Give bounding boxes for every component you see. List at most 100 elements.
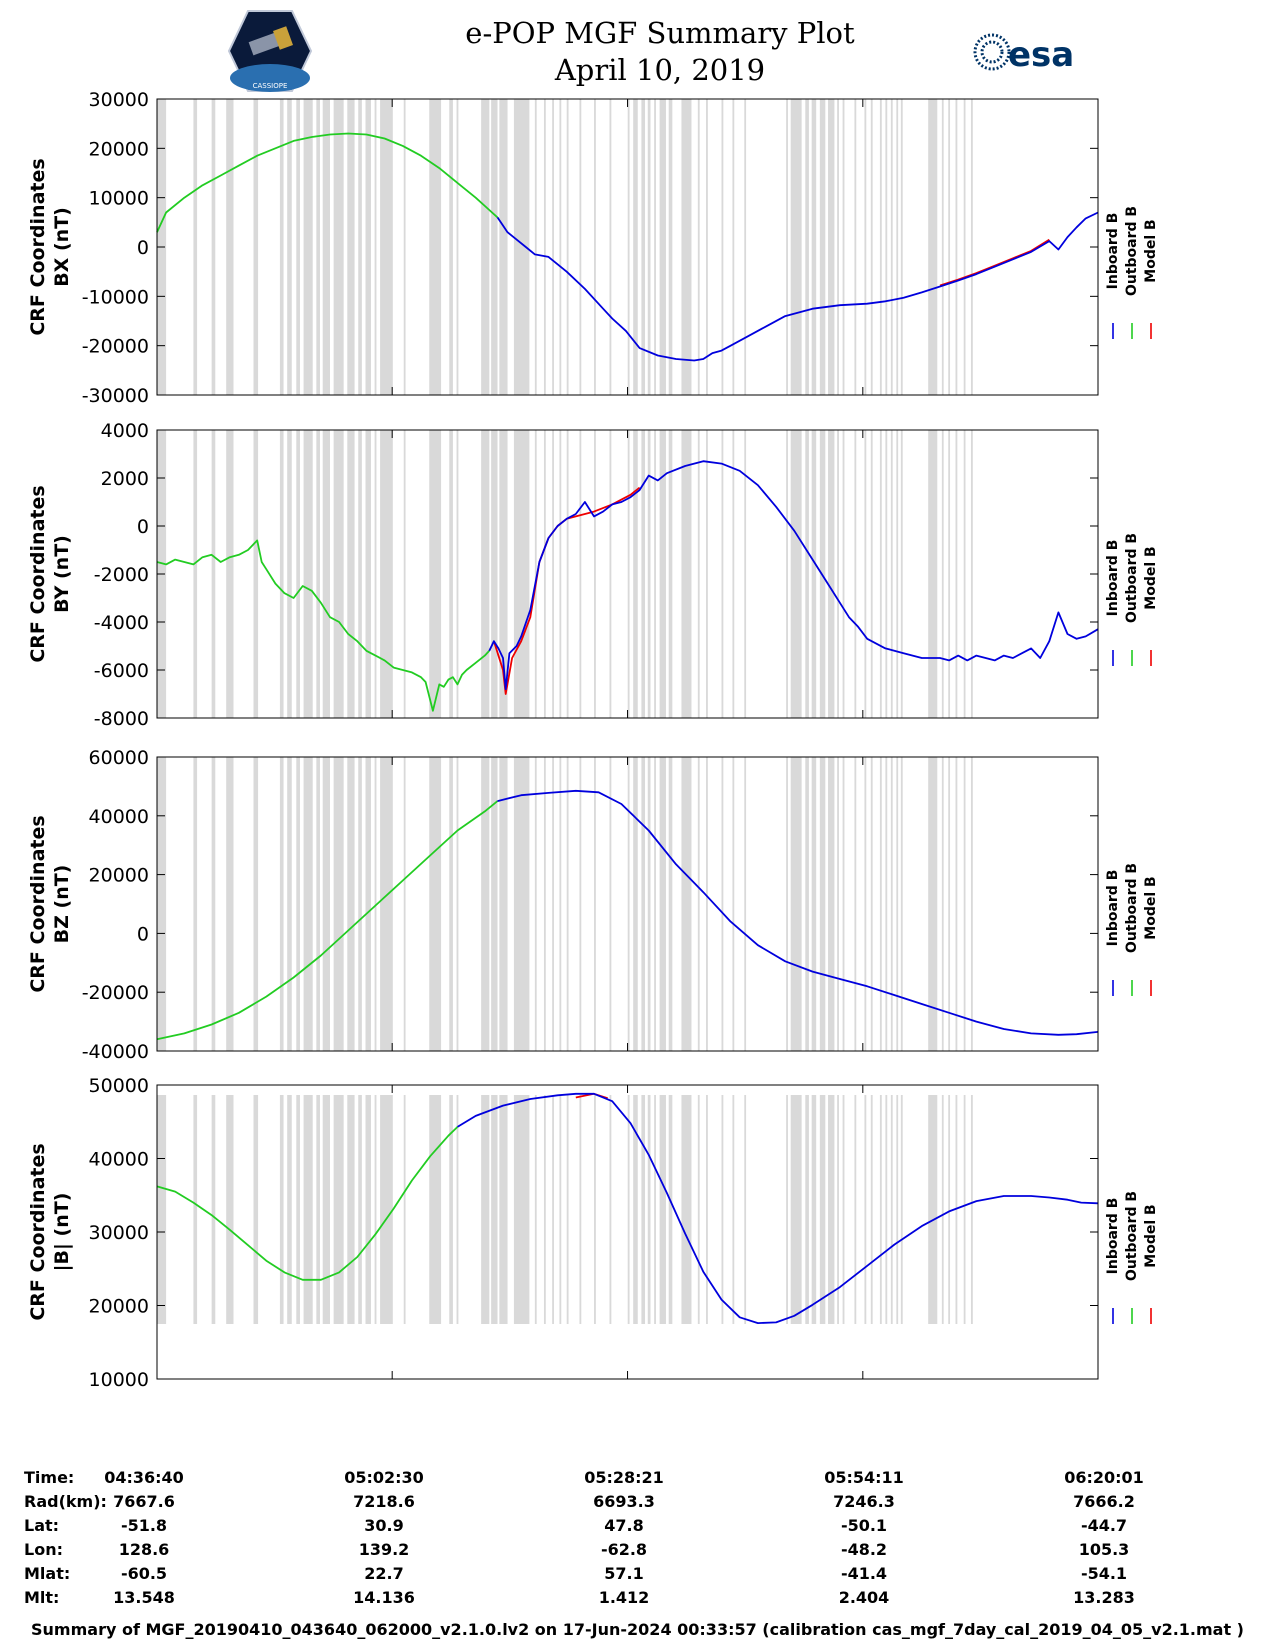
data-gap-band xyxy=(609,757,612,1051)
data-gap-band xyxy=(668,99,673,395)
legend: Inboard B Outboard B Model B xyxy=(1105,206,1159,339)
info-value: 13.548 xyxy=(113,1588,175,1607)
data-gap-band xyxy=(790,99,802,395)
data-gap-band xyxy=(879,99,882,395)
y-axis-label: CRF Coordinates BX (nT) xyxy=(27,158,73,335)
data-gap-band xyxy=(721,1095,724,1324)
data-gap-band xyxy=(697,99,700,395)
chart-panel-3: -40000 -20000 0 20000 40000 60000 CRF Coordina… xyxy=(27,747,1159,1063)
data-gap-band xyxy=(429,430,442,718)
data-gap-band xyxy=(552,430,554,718)
data-gap-band xyxy=(641,99,646,395)
data-gap-band xyxy=(819,757,826,1051)
data-gap-band xyxy=(955,757,958,1051)
info-value: -54.1 xyxy=(1080,1564,1128,1583)
data-gap-band xyxy=(721,99,724,395)
data-gap-band xyxy=(948,1095,951,1324)
data-gap-band xyxy=(627,1095,630,1324)
data-gap-band xyxy=(948,757,951,1051)
data-gap-band xyxy=(296,757,300,1051)
data-gap-band xyxy=(193,430,198,718)
y-axis-label-line1: CRF Coordinates xyxy=(27,1143,49,1320)
data-gap-band xyxy=(609,1095,612,1324)
data-gap-band xyxy=(732,99,735,395)
y-tick-label: -8000 xyxy=(94,708,149,730)
data-gap-band xyxy=(790,430,802,718)
info-value: 05:28:21 xyxy=(584,1468,664,1487)
y-tick-label: 60000 xyxy=(89,747,149,769)
data-gap-band xyxy=(513,430,530,718)
data-gap-band xyxy=(970,430,973,718)
data-gap-band xyxy=(627,99,630,395)
info-value: -60.5 xyxy=(120,1564,168,1583)
legend-label: Outboard B xyxy=(1124,1191,1140,1281)
chart-panel-1: -30000 -20000 -10000 0 10000 20000 30000 CRF Co… xyxy=(27,89,1159,407)
info-row: Lat: -51.8 30.9 47.8 -50.1 -44.7 xyxy=(20,1516,1260,1540)
data-gap-band xyxy=(347,1095,355,1324)
info-value: 22.7 xyxy=(364,1564,404,1583)
data-gap-band xyxy=(819,99,826,395)
info-row: Rad(km): 7667.6 7218.6 6693.3 7246.3 7666.2 xyxy=(20,1492,1260,1516)
data-gap-band xyxy=(890,430,893,718)
y-tick-label: 10000 xyxy=(89,188,149,210)
data-gap-band xyxy=(303,757,313,1051)
data-gap-band xyxy=(358,757,362,1051)
info-label: Mlt: xyxy=(24,1588,60,1607)
legend-label: Model B xyxy=(1143,876,1159,939)
data-gap-band xyxy=(890,1095,893,1324)
data-gap-band xyxy=(659,1095,666,1324)
data-gap-band xyxy=(481,1095,490,1324)
data-gap-band xyxy=(559,99,562,395)
legend-label: Model B xyxy=(1143,546,1159,609)
data-gap-band xyxy=(365,430,371,718)
data-gap-band xyxy=(885,757,888,1051)
data-gap-band xyxy=(681,1095,692,1324)
data-gap-band xyxy=(681,99,692,395)
data-gap-band xyxy=(543,99,546,395)
data-gap-band xyxy=(633,430,638,718)
legend-label: Inboard B xyxy=(1105,870,1121,947)
info-label: Time: xyxy=(24,1468,75,1487)
data-gap-band xyxy=(659,430,666,718)
data-gap-band xyxy=(534,757,537,1051)
data-gap-band xyxy=(365,99,371,395)
series-line-outboard xyxy=(156,539,490,712)
data-gap-band xyxy=(854,1095,857,1324)
data-gap-band xyxy=(552,1095,554,1324)
data-gap-band xyxy=(864,99,867,395)
data-gap-band xyxy=(654,1095,656,1324)
data-gap-band xyxy=(491,99,498,395)
y-axis-label-line2: BX (nT) xyxy=(51,207,73,287)
y-tick-label: 10000 xyxy=(89,1369,149,1391)
data-gap-band xyxy=(890,99,893,395)
info-value: 7218.6 xyxy=(353,1492,415,1511)
data-gap-band xyxy=(456,430,459,718)
data-gap-band xyxy=(697,757,700,1051)
data-gap-band xyxy=(296,99,300,395)
data-gap-band xyxy=(654,99,656,395)
y-axis-label-line2: |B| (nT) xyxy=(51,1193,73,1272)
data-gap-band xyxy=(513,757,530,1051)
data-gap-band xyxy=(828,757,835,1051)
data-gap-band xyxy=(955,430,958,718)
data-gap-band xyxy=(481,757,490,1051)
data-gap-band xyxy=(358,1095,362,1324)
data-gap-band xyxy=(864,1095,867,1324)
data-gap-band xyxy=(193,1095,198,1324)
y-tick-label: 40000 xyxy=(89,806,149,828)
data-gap-band xyxy=(732,757,735,1051)
y-tick-label: -20000 xyxy=(82,982,149,1004)
legend-label: Outboard B xyxy=(1124,206,1140,296)
info-value: 05:54:11 xyxy=(824,1468,904,1487)
series-line-outboard xyxy=(156,132,499,233)
data-gap-band xyxy=(534,1095,537,1324)
y-axis-label: CRF Coordinates BY (nT) xyxy=(27,485,73,662)
data-gap-band xyxy=(864,757,867,1051)
data-gap-band xyxy=(316,430,320,718)
data-gap-band xyxy=(429,1095,442,1324)
data-gap-band xyxy=(303,1095,313,1324)
data-gap-band xyxy=(253,757,259,1051)
info-label: Rad(km): xyxy=(24,1492,107,1511)
data-gap-band xyxy=(579,757,582,1051)
data-gap-band xyxy=(566,99,569,395)
